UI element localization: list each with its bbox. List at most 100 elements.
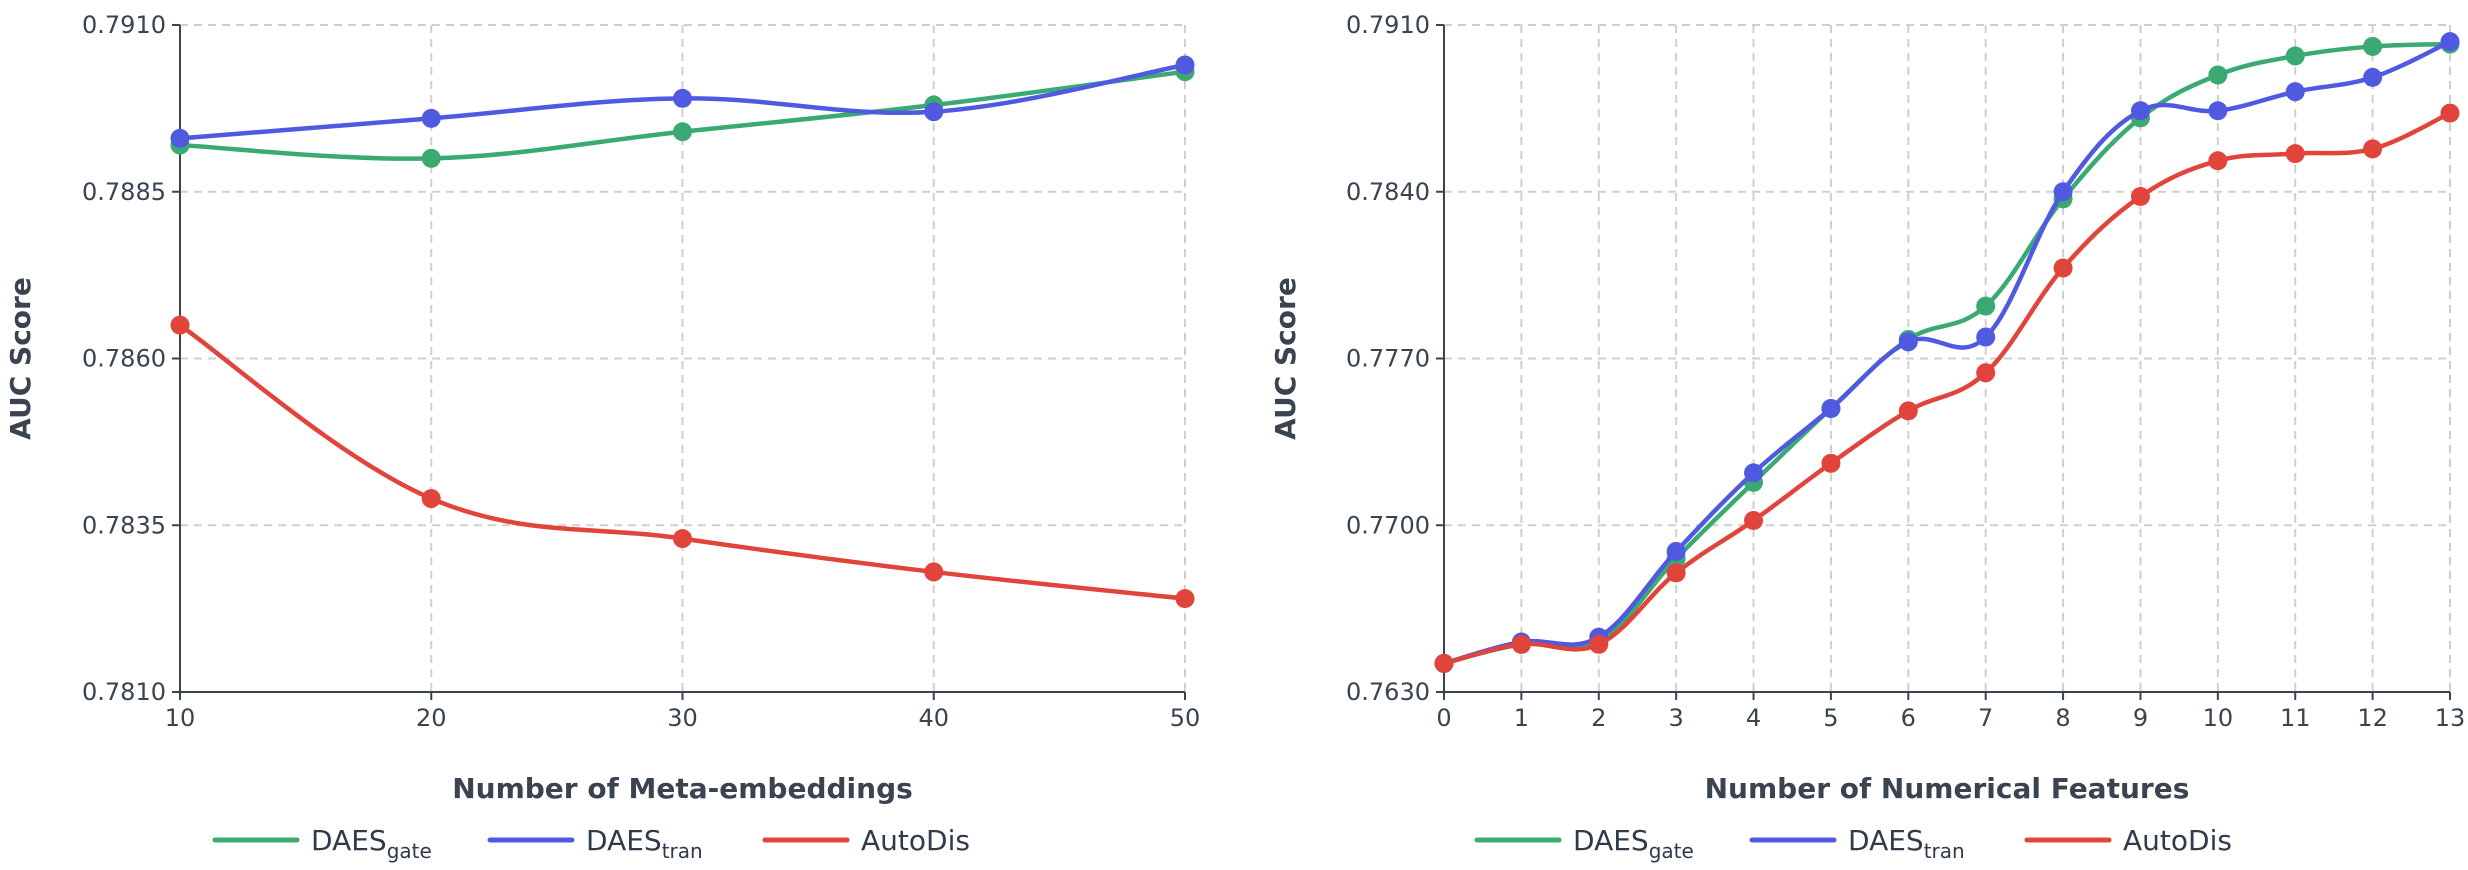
series-line [1441,39,2453,666]
x-tick-label: 7 [1978,704,1993,732]
x-tick-label: 2 [1591,704,1606,732]
x-tick-label: 10 [2203,704,2234,732]
series-line [1441,110,2453,666]
y-tick-label: 0.7700 [1346,511,1430,539]
data-point [2208,101,2228,121]
data-point [170,315,190,335]
x-tick-label: 20 [416,704,447,732]
data-point [1976,327,1996,347]
data-point [2208,151,2228,171]
y-tick-label: 0.7885 [82,178,166,206]
data-point [1898,332,1918,352]
y-tick-label: 0.7860 [82,345,166,373]
data-point [2363,36,2383,56]
data-point [1666,563,1686,583]
data-point [673,529,692,549]
data-point [1744,510,1764,530]
legend-label: DAEStran [1848,824,1965,863]
data-point [2285,82,2305,102]
legend-label-base: DAES [1573,824,1649,857]
x-tick-label: 4 [1746,704,1761,732]
data-point [421,148,441,168]
legend-label: AutoDis [861,824,970,857]
legend-item: AutoDis [762,824,970,857]
legend-item: DAESgate [212,824,432,863]
x-tick-label: 40 [918,704,949,732]
legend-item: DAEStran [487,824,703,863]
legend-label-base: AutoDis [2123,824,2232,857]
y-tick-label: 0.7835 [82,511,166,539]
legend-label-base: DAES [1848,824,1924,857]
data-point [2208,65,2228,85]
data-point [2285,144,2305,164]
x-tick-label: 6 [1901,704,1916,732]
y-tick-label: 0.7910 [1346,11,1430,39]
legend-label-base: DAES [311,824,387,857]
data-point [1821,399,1841,419]
series-AutoDis [1434,103,2460,673]
data-point [1744,463,1764,483]
data-point [1976,296,1996,316]
x-tick-label: 13 [2435,704,2466,732]
series-line [1441,41,2453,666]
data-point [421,108,441,128]
y-tick-label: 0.7910 [82,11,166,39]
series-DAESgate [1434,34,2460,673]
legend-label-subscript: tran [1924,839,1965,863]
x-tick-label: 9 [2133,704,2148,732]
x-tick-label: 30 [667,704,698,732]
data-point [421,489,441,509]
data-point [2285,46,2305,66]
legend-label-base: DAES [586,824,662,857]
legend-item: AutoDis [2024,824,2232,857]
data-point [924,562,944,582]
y-tick-label: 0.7770 [1346,345,1430,373]
data-point [1821,453,1841,473]
x-tick-label: 3 [1669,704,1684,732]
data-point [170,128,190,148]
x-tick-label: 0 [1436,704,1451,732]
data-point [2440,32,2460,52]
series-DAEStran [1434,32,2460,673]
x-tick-label: 8 [2055,704,2070,732]
y-axis-title: AUC Score [1269,277,1302,440]
legend: DAESgate DAEStran AutoDis [212,824,970,863]
data-point [673,122,692,142]
x-tick-label: 12 [2357,704,2388,732]
x-tick-label: 5 [1823,704,1838,732]
x-tick-label: 50 [1170,704,1201,732]
data-point [924,102,944,122]
data-point [1511,634,1531,654]
x-tick-label: 1 [1514,704,1529,732]
x-tick-label: 10 [165,704,196,732]
data-point [1434,653,1454,673]
data-point [2440,103,2460,123]
data-point [1589,634,1609,654]
data-point [2363,67,2383,87]
data-point [2053,182,2073,202]
legend-label-subscript: tran [662,839,703,863]
gridlines [1444,24,2451,692]
legend-item: DAESgate [1474,824,1694,863]
legend-label: DAEStran [586,824,703,863]
data-point [673,88,692,108]
legend-label-base: AutoDis [861,824,970,857]
legend: DAESgate DAEStran AutoDis [1474,824,2232,863]
legend-label-subscript: gate [387,839,432,863]
y-tick-label: 0.7630 [1346,678,1430,706]
y-tick-label: 0.7810 [82,678,166,706]
data-point [1976,363,1996,383]
legend-label: AutoDis [2123,824,2232,857]
data-point [2130,101,2150,121]
series-AutoDis [170,315,1195,609]
legend-item: DAEStran [1749,824,1965,863]
x-tick-label: 11 [2280,704,2311,732]
x-axis-title: Number of Numerical Features [1705,772,2190,805]
legend-label: DAESgate [1573,824,1694,863]
y-tick-label: 0.7840 [1346,178,1430,206]
data-point [2053,258,2073,278]
data-point [1898,401,1918,421]
legend-label: DAESgate [311,824,432,863]
